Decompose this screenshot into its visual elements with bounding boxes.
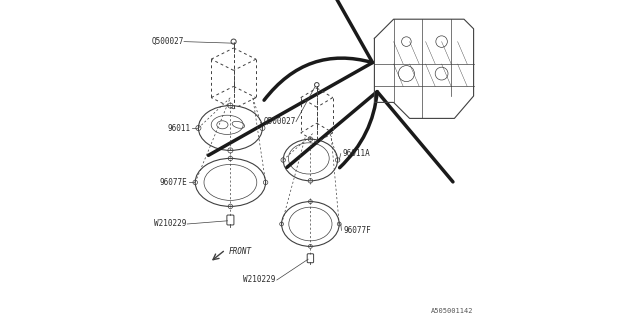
Text: 96077E: 96077E xyxy=(159,178,187,187)
Text: 96011A: 96011A xyxy=(342,149,370,158)
Text: FRONT: FRONT xyxy=(229,247,252,256)
Text: 96077F: 96077F xyxy=(343,226,371,235)
FancyArrowPatch shape xyxy=(287,92,453,182)
Text: A505001142: A505001142 xyxy=(431,308,474,314)
Text: Q500027: Q500027 xyxy=(152,37,184,46)
Text: W210229: W210229 xyxy=(243,276,275,284)
Text: Q500027: Q500027 xyxy=(264,117,296,126)
FancyArrowPatch shape xyxy=(209,0,372,155)
Text: 96011: 96011 xyxy=(167,124,191,132)
Text: W210229: W210229 xyxy=(154,220,186,228)
